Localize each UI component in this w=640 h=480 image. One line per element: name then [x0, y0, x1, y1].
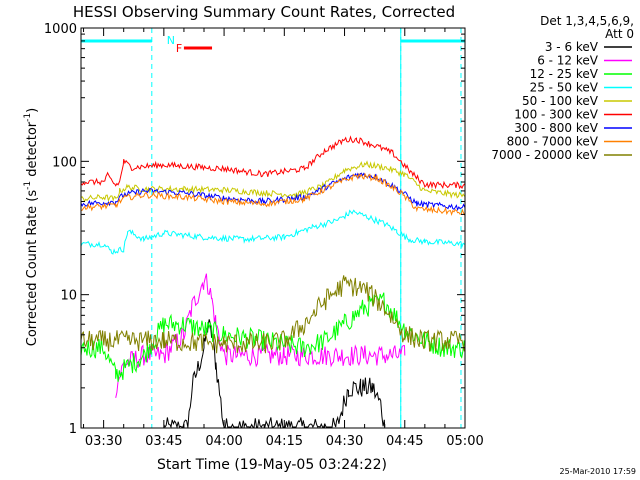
flag-label-N: N: [167, 34, 175, 47]
x-tick-label: 05:00: [446, 434, 483, 449]
y-axis-label-part: detector: [25, 121, 40, 181]
legend-label: 6 - 12 keV: [537, 54, 599, 68]
series-line-4: [80, 160, 465, 203]
legend-label: 300 - 800 keV: [514, 121, 598, 135]
series-line-0: [163, 319, 386, 429]
legend-label: 3 - 6 keV: [545, 40, 599, 54]
y-axis-label-part: ): [25, 108, 40, 113]
flag-label-F: F: [176, 42, 182, 55]
legend-header-line: Att 0: [605, 27, 634, 41]
y-axis-label: Corrected Count Rate (s-1 detector-1): [23, 108, 40, 346]
y-tick-label: 1: [69, 422, 77, 437]
x-tick-label: 04:15: [266, 434, 303, 449]
legend-label: 100 - 300 keV: [514, 108, 598, 122]
x-tick-label: 03:30: [85, 434, 122, 449]
x-tick-label: 04:00: [205, 434, 242, 449]
legend-label: 50 - 100 keV: [522, 94, 599, 108]
series-line-5: [80, 135, 466, 190]
x-tick-label: 04:30: [326, 434, 363, 449]
x-tick-label: 03:45: [145, 434, 182, 449]
legend-header-line: Det 1,3,4,5,6,9,: [540, 14, 634, 28]
series-line-8: [80, 275, 466, 354]
y-tick-label: 100: [52, 155, 77, 170]
chart-title: HESSI Observing Summary Count Rates, Cor…: [73, 3, 455, 21]
y-axis-label-superscript: -1: [23, 181, 33, 190]
axes: 03:30 03:45 04:00 04:15 04:30 04:45 05:00 1 10 10…: [44, 22, 484, 449]
x-axis-label: Start Time (19-May-05 03:24:22): [157, 457, 387, 473]
legend-label: 25 - 50 keV: [530, 81, 599, 95]
series-line-3: [80, 209, 466, 255]
footer-date: 25-Mar-2010 17:59: [560, 467, 637, 476]
legend-label: 800 - 7000 keV: [507, 135, 599, 149]
legend-label: 12 - 25 keV: [530, 67, 599, 81]
series-line-7: [80, 172, 466, 217]
series-layer: [80, 135, 466, 429]
y-axis-label-part: Corrected Count Rate (s: [25, 190, 40, 347]
flag-layer: NF: [81, 34, 465, 55]
x-tick-label: 04:45: [386, 434, 423, 449]
plot-frame: [80, 27, 466, 429]
y-tick-label: 1000: [44, 22, 77, 37]
y-tick-label: 10: [60, 289, 77, 304]
legend-label: 7000 - 20000 keV: [491, 148, 598, 162]
time-markers: [80, 28, 462, 428]
y-axis-label-superscript: -1: [23, 113, 33, 122]
